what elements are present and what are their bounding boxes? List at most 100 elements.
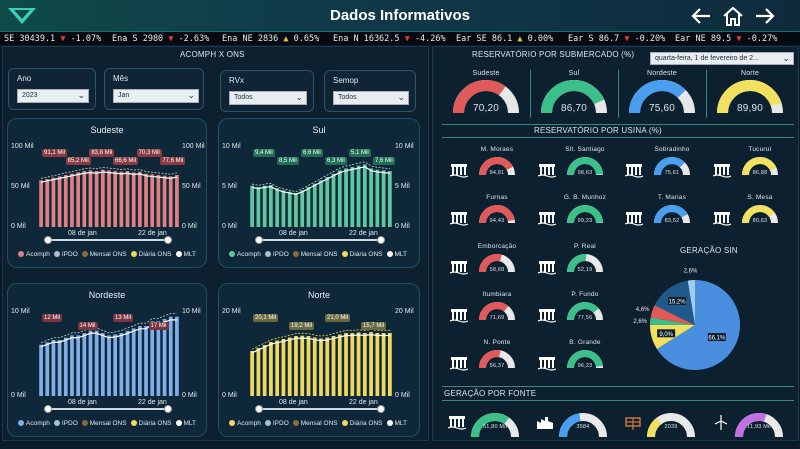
bar[interactable] <box>51 340 56 396</box>
bar[interactable] <box>144 326 148 396</box>
legend-label[interactable]: MLT <box>394 251 408 258</box>
bar[interactable] <box>319 180 323 227</box>
bar[interactable] <box>381 333 386 396</box>
bar[interactable] <box>168 176 173 227</box>
bar[interactable] <box>350 333 355 396</box>
bar[interactable] <box>63 337 68 396</box>
slider-handle[interactable] <box>164 236 172 244</box>
bar[interactable] <box>70 335 74 396</box>
slider-handle[interactable] <box>377 236 385 244</box>
bar[interactable] <box>125 171 130 227</box>
bar[interactable] <box>88 170 93 227</box>
bar[interactable] <box>51 177 56 227</box>
bar[interactable] <box>39 344 43 396</box>
bar[interactable] <box>138 326 142 396</box>
bar[interactable] <box>156 321 161 396</box>
bar[interactable] <box>250 185 255 227</box>
bar[interactable] <box>337 334 342 397</box>
legend-label[interactable]: MLT <box>183 251 197 258</box>
pie-slice[interactable] <box>650 305 695 325</box>
arrow-left-icon[interactable] <box>690 5 712 27</box>
slider-handle[interactable] <box>255 236 263 244</box>
bar[interactable] <box>107 170 111 227</box>
date-range-slider[interactable] <box>255 405 385 413</box>
bar[interactable] <box>356 332 361 396</box>
pie-slice[interactable] <box>650 317 695 325</box>
bar[interactable] <box>337 170 342 227</box>
bar[interactable] <box>344 168 348 227</box>
bar[interactable] <box>287 337 292 397</box>
legend-label[interactable]: IPDO <box>61 420 78 427</box>
bar[interactable] <box>144 173 148 227</box>
bar[interactable] <box>113 171 118 227</box>
legend-label[interactable]: IPDO <box>272 251 289 258</box>
bar[interactable] <box>344 333 348 396</box>
bar[interactable] <box>76 335 80 396</box>
bar[interactable] <box>107 335 111 396</box>
slider-handle[interactable] <box>255 405 263 413</box>
bar[interactable] <box>131 328 136 396</box>
bar[interactable] <box>300 190 305 227</box>
legend-label[interactable]: Mensal ONS <box>89 420 127 427</box>
bar[interactable] <box>150 174 155 227</box>
legend-label[interactable]: Diária ONS <box>138 420 172 427</box>
legend-label[interactable]: Diária ONS <box>349 420 383 427</box>
bar[interactable] <box>319 338 323 396</box>
date-range-slider[interactable] <box>44 405 172 413</box>
bar[interactable] <box>94 330 99 396</box>
bar[interactable] <box>131 172 136 227</box>
slider-handle[interactable] <box>377 405 385 413</box>
bar[interactable] <box>294 336 298 396</box>
bar[interactable] <box>256 187 261 227</box>
bar[interactable] <box>150 321 155 396</box>
bar[interactable] <box>325 177 330 227</box>
bar[interactable] <box>162 319 167 396</box>
arrow-right-icon[interactable] <box>754 5 776 27</box>
bar[interactable] <box>300 335 305 396</box>
bar[interactable] <box>125 330 130 396</box>
bar[interactable] <box>325 337 330 397</box>
bar[interactable] <box>294 193 298 227</box>
bar[interactable] <box>275 188 280 227</box>
home-icon[interactable] <box>722 5 744 27</box>
bar[interactable] <box>312 337 317 397</box>
date-select[interactable]: quarta-feira, 1 de fevereiro de 2... ⌄ <box>650 52 794 65</box>
slider-handle[interactable] <box>44 236 52 244</box>
bar[interactable] <box>119 171 124 227</box>
bar[interactable] <box>369 168 373 227</box>
bar[interactable] <box>375 169 380 227</box>
legend-label[interactable]: IPDO <box>272 420 289 427</box>
bar[interactable] <box>362 333 367 396</box>
bar[interactable] <box>387 333 392 396</box>
bar[interactable] <box>45 342 50 396</box>
bar[interactable] <box>175 316 179 396</box>
bar[interactable] <box>250 351 255 396</box>
pie-slice[interactable] <box>656 280 740 370</box>
bar[interactable] <box>57 176 62 227</box>
bar[interactable] <box>275 340 280 397</box>
bar[interactable] <box>156 175 161 227</box>
bar[interactable] <box>100 169 105 227</box>
rvx-select[interactable]: Todos ⌄ <box>229 91 307 105</box>
bar[interactable] <box>82 171 87 227</box>
date-range-slider[interactable] <box>255 236 385 244</box>
bar[interactable] <box>256 348 261 396</box>
bar[interactable] <box>76 172 80 227</box>
bar[interactable] <box>287 191 292 227</box>
bar[interactable] <box>350 167 355 227</box>
bar[interactable] <box>387 171 392 227</box>
slider-handle[interactable] <box>44 405 52 413</box>
legend-label[interactable]: Acomph <box>26 251 50 258</box>
bar[interactable] <box>82 333 87 396</box>
legend-label[interactable]: MLT <box>394 420 408 427</box>
bar[interactable] <box>94 171 99 227</box>
legend-label[interactable]: Mensal ONS <box>300 420 338 427</box>
bar[interactable] <box>331 173 336 227</box>
bar[interactable] <box>70 173 74 227</box>
legend-label[interactable]: Mensal ONS <box>89 251 127 258</box>
legend-label[interactable]: MLT <box>183 420 197 427</box>
legend-label[interactable]: Acomph <box>237 420 261 427</box>
bar[interactable] <box>138 171 142 227</box>
legend-label[interactable]: Acomph <box>237 251 261 258</box>
bar[interactable] <box>269 185 273 227</box>
